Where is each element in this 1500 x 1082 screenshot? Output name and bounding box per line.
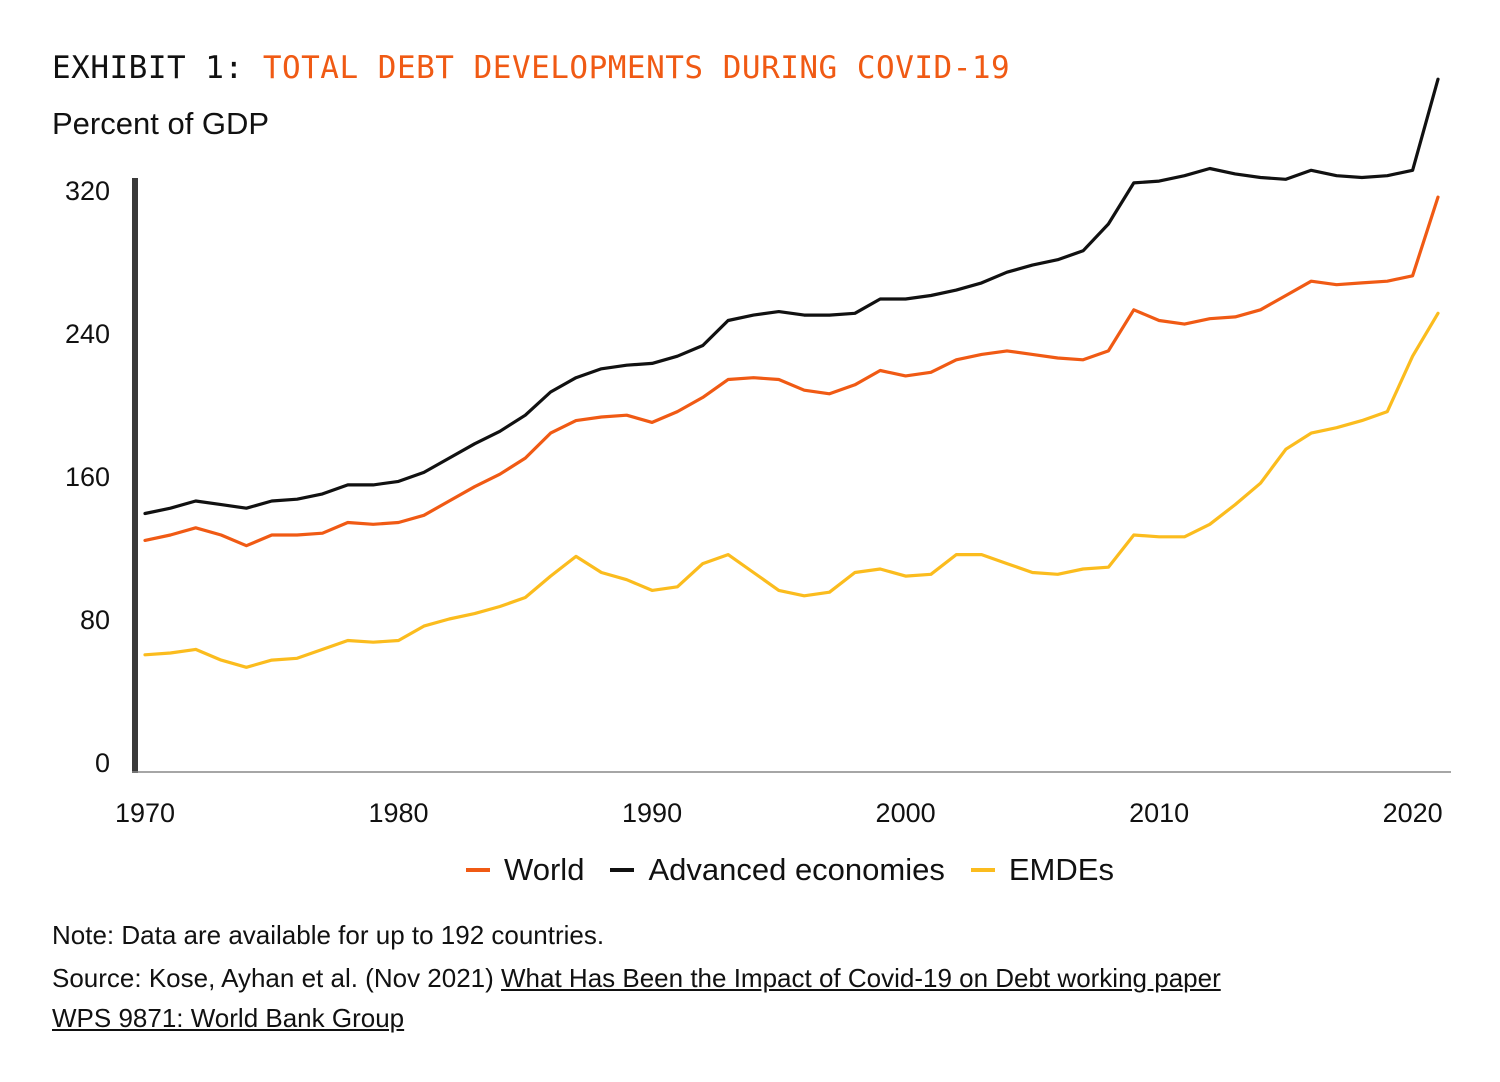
- y-tick-label-80: 80: [80, 605, 110, 635]
- legend-swatch-world: [466, 868, 491, 872]
- source-text: Source: Kose, Ayhan et al. (Nov 2021) Wh…: [52, 958, 1221, 1038]
- legend-label-advanced-economies: Advanced economies: [648, 852, 945, 887]
- x-tick-label-1980: 1980: [368, 798, 428, 828]
- legend-label-emdes: EMDEs: [1008, 852, 1114, 887]
- series-line-advanced-economies: [143, 77, 1440, 516]
- source-link-line-2[interactable]: WPS 9871: World Bank Group: [52, 1003, 405, 1033]
- series-line-emdes: [143, 311, 1440, 669]
- series-lines: [143, 77, 1440, 669]
- y-tick-label-0: 0: [95, 748, 110, 778]
- y-tick-label-320: 320: [65, 176, 110, 206]
- legend-item-emdes: EMDEs: [970, 852, 1114, 888]
- exhibit-name: TOTAL DEBT DEVELOPMENTS DURING COVID-19: [262, 50, 1011, 86]
- legend-swatch-emdes: [970, 868, 995, 872]
- legend-item-advanced-economies: Advanced economies: [610, 852, 945, 888]
- x-tick-label-1990: 1990: [622, 798, 682, 828]
- y-axis-ticks: 0 80 160 240 320: [65, 176, 110, 778]
- legend-label-world: World: [504, 852, 585, 887]
- x-tick-label-1970: 1970: [115, 798, 175, 828]
- exhibit-title: EXHIBIT 1: TOTAL DEBT DEVELOPMENTS DURIN…: [52, 50, 1010, 86]
- x-tick-label-2000: 2000: [876, 798, 936, 828]
- legend: World Advanced economies EMDEs: [0, 852, 1500, 888]
- x-tick-label-2020: 2020: [1383, 798, 1443, 828]
- exhibit-prefix: EXHIBIT 1:: [52, 50, 244, 86]
- y-tick-label-160: 160: [65, 462, 110, 492]
- x-axis-ticks: 1970 1980 1990 2000 2010 2020: [115, 798, 1443, 828]
- source-prefix: Source: Kose, Ayhan et al. (Nov 2021): [52, 963, 502, 993]
- note-text: Note: Data are available for up to 192 c…: [52, 920, 605, 950]
- y-tick-label-240: 240: [65, 319, 110, 349]
- legend-item-world: World: [466, 852, 584, 888]
- line-chart: 0 80 160 240 320 1970 1980 1990 2000 2010 2020: [65, 77, 1451, 828]
- x-tick-label-2010: 2010: [1129, 798, 1189, 828]
- legend-swatch-advanced-economies: [610, 868, 635, 872]
- y-axis-unit-label: Percent of GDP: [52, 106, 270, 141]
- source-link-line-1[interactable]: What Has Been the Impact of Covid-19 on …: [501, 963, 1221, 993]
- series-line-world: [143, 195, 1440, 548]
